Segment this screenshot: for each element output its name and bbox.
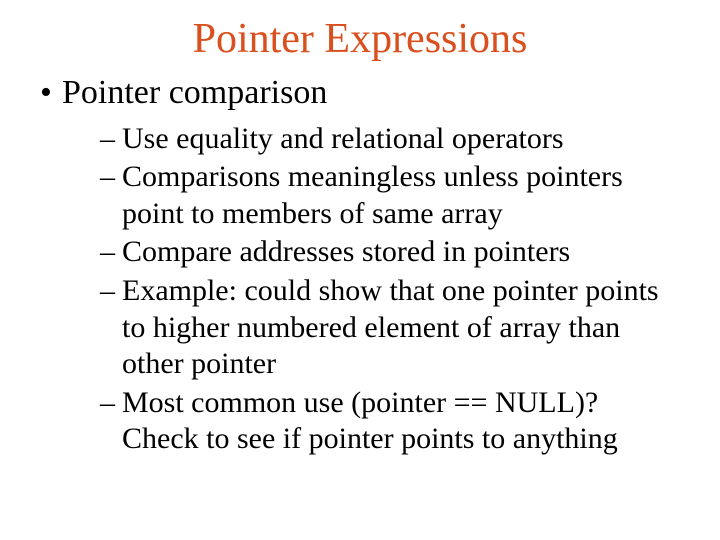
sub-bullet-text: Example: could show that one pointer poi… — [122, 274, 659, 380]
dash-icon: – — [100, 159, 122, 196]
sub-bullet-item: –Compare addresses stored in pointers — [100, 234, 680, 271]
level1-text: Pointer comparison — [62, 74, 327, 111]
bullet-level1: •Pointer comparison — [40, 72, 680, 115]
sub-bullet-item: –Use equality and relational operators — [100, 121, 680, 158]
dash-icon: – — [100, 385, 122, 422]
sub-bullet-item: –Comparisons meaningless unless pointers… — [100, 159, 680, 232]
sub-bullet-item: –Example: could show that one pointer po… — [100, 273, 680, 383]
bullet-dot-icon: • — [40, 72, 62, 115]
sub-bullet-text: Comparisons meaningless unless pointers … — [122, 160, 623, 230]
dash-icon: – — [100, 121, 122, 158]
sub-bullet-text: Most common use (pointer == NULL)? Check… — [122, 386, 618, 456]
dash-icon: – — [100, 234, 122, 271]
sub-bullet-text: Compare addresses stored in pointers — [122, 235, 570, 268]
slide-title: Pointer Expressions — [40, 16, 680, 62]
sub-bullet-item: –Most common use (pointer == NULL)? Chec… — [100, 385, 680, 458]
sub-bullet-text: Use equality and relational operators — [122, 122, 564, 155]
dash-icon: – — [100, 273, 122, 310]
slide: Pointer Expressions •Pointer comparison … — [0, 0, 720, 540]
sub-bullet-list: –Use equality and relational operators –… — [40, 121, 680, 458]
